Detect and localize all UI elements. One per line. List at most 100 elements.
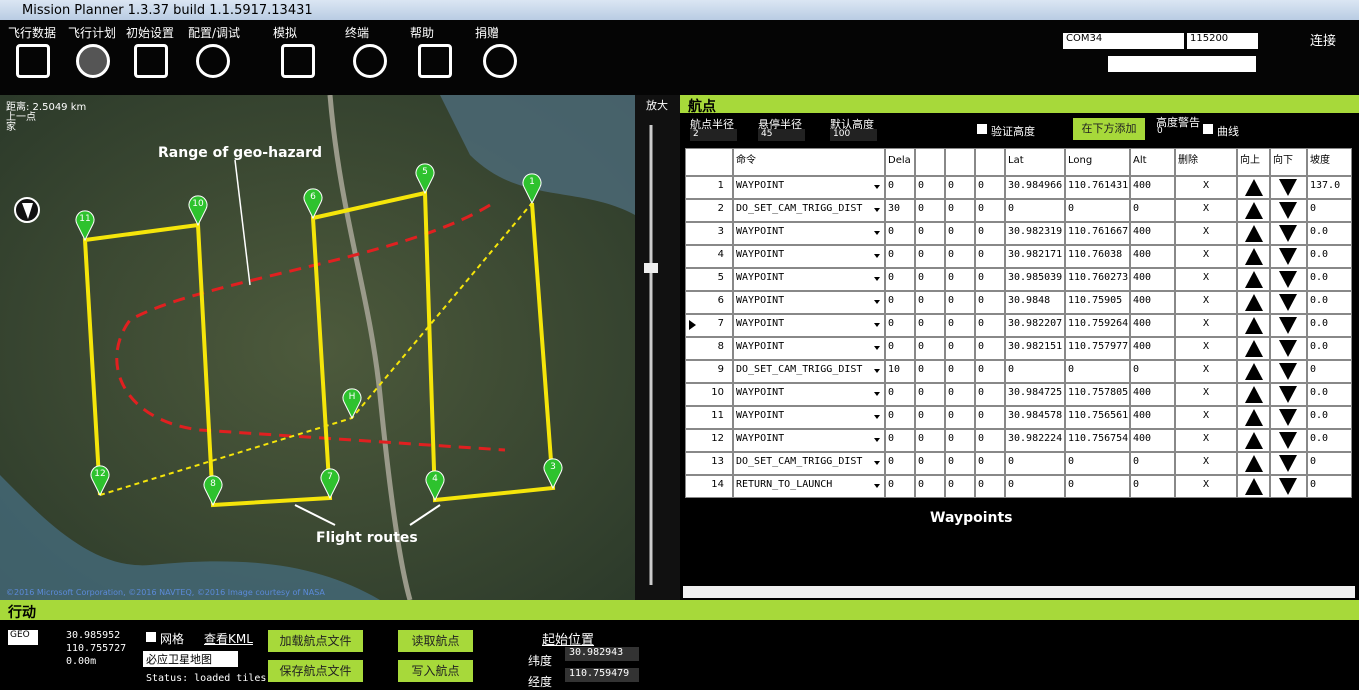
kml-link[interactable]: 查看KML xyxy=(204,630,253,647)
table-cell: 0 xyxy=(915,199,945,222)
add-below-button[interactable]: 在下方添加 xyxy=(1073,118,1145,140)
command-select[interactable]: RETURN_TO_LAUNCH xyxy=(733,475,885,498)
table-cell[interactable]: X xyxy=(1175,268,1237,291)
row-pointer xyxy=(689,320,696,330)
table-cell[interactable]: X xyxy=(1175,475,1237,498)
command-select[interactable]: DO_SET_CAM_TRIGG_DIST xyxy=(733,452,885,475)
column-header: 坡度 xyxy=(1307,148,1352,176)
menu-icon[interactable] xyxy=(76,44,110,78)
command-select[interactable]: WAYPOINT xyxy=(733,429,885,452)
table-cell[interactable]: X xyxy=(1175,314,1237,337)
table-cell: 0 xyxy=(945,337,975,360)
table-cell: 10 xyxy=(685,383,733,406)
command-select[interactable]: WAYPOINT xyxy=(733,337,885,360)
table-cell: 400 xyxy=(1130,429,1175,452)
table-cell: 110.761667 xyxy=(1065,222,1130,245)
move-up-icon xyxy=(1245,455,1263,472)
action-button[interactable]: 读取航点 xyxy=(398,630,473,652)
table-cell: 110.75905 xyxy=(1065,291,1130,314)
field-value[interactable]: 2 xyxy=(690,129,737,141)
panel-header-bar xyxy=(680,95,1359,113)
table-cell: 0 xyxy=(885,475,915,498)
waypoint-label: H xyxy=(349,392,356,402)
menu-label: 模拟 xyxy=(273,24,297,41)
field-value[interactable]: 100 xyxy=(830,129,877,141)
annotation: Range of geo-hazard xyxy=(158,145,322,161)
table-cell: 0 xyxy=(945,268,975,291)
field-value[interactable]: 45 xyxy=(758,129,805,141)
table-cell[interactable]: X xyxy=(1175,222,1237,245)
table-cell: 0 xyxy=(915,291,945,314)
table-cell: 0 xyxy=(885,268,915,291)
table-cell: 0 xyxy=(915,475,945,498)
command-select[interactable]: WAYPOINT xyxy=(733,222,885,245)
action-button[interactable]: 写入航点 xyxy=(398,660,473,682)
table-cell[interactable]: X xyxy=(1175,360,1237,383)
command-select[interactable]: DO_SET_CAM_TRIGG_DIST xyxy=(733,199,885,222)
table-cell[interactable]: X xyxy=(1175,199,1237,222)
table-cell: 0 xyxy=(915,429,945,452)
column-header xyxy=(685,148,733,176)
waypoint-label: 3 xyxy=(550,462,556,472)
table-cell: 10 xyxy=(885,360,915,383)
checkbox[interactable] xyxy=(1203,124,1213,134)
table-cell[interactable]: X xyxy=(1175,176,1237,199)
table-cell[interactable]: X xyxy=(1175,245,1237,268)
menu-icon[interactable] xyxy=(353,44,387,78)
table-cell[interactable]: X xyxy=(1175,383,1237,406)
menu-icon[interactable] xyxy=(281,44,315,78)
connect-label[interactable]: 连接 xyxy=(1310,30,1336,49)
move-up-icon xyxy=(1245,225,1263,242)
table-cell: 400 xyxy=(1130,245,1175,268)
table-cell[interactable]: X xyxy=(1175,429,1237,452)
table-cell: 110.757805 xyxy=(1065,383,1130,406)
command-select[interactable]: WAYPOINT xyxy=(733,245,885,268)
table-cell[interactable]: X xyxy=(1175,452,1237,475)
command-select[interactable]: WAYPOINT xyxy=(733,383,885,406)
action-button[interactable]: 加载航点文件 xyxy=(268,630,363,652)
action-button[interactable]: 保存航点文件 xyxy=(268,660,363,682)
move-down-icon xyxy=(1279,271,1297,288)
table-cell: 0 xyxy=(915,222,945,245)
command-select[interactable]: DO_SET_CAM_TRIGG_DIST xyxy=(733,360,885,383)
column-header: Lat xyxy=(1005,148,1065,176)
table-cell[interactable]: X xyxy=(1175,291,1237,314)
port-select[interactable]: COM34 xyxy=(1063,33,1184,49)
baud-select[interactable]: 115200 xyxy=(1187,33,1258,49)
dropdown-arrow xyxy=(874,231,880,235)
table-cell[interactable]: X xyxy=(1175,406,1237,429)
menu-icon[interactable] xyxy=(196,44,230,78)
command-select[interactable]: WAYPOINT xyxy=(733,291,885,314)
table-cell[interactable]: X xyxy=(1175,337,1237,360)
table-cell: 8 xyxy=(685,337,733,360)
table-cell: 400 xyxy=(1130,176,1175,199)
command-select[interactable]: WAYPOINT xyxy=(733,406,885,429)
command-select[interactable]: WAYPOINT xyxy=(733,176,885,199)
checkbox[interactable] xyxy=(977,124,987,134)
menu-label: 初始设置 xyxy=(126,24,174,41)
cursor-lat: 30.985952 xyxy=(66,630,120,641)
table-cell: 0 xyxy=(915,406,945,429)
table-cell: 0 xyxy=(885,406,915,429)
table-cell: 0.0 xyxy=(1307,222,1352,245)
menu-icon[interactable] xyxy=(418,44,452,78)
menu-icon[interactable] xyxy=(483,44,517,78)
scrollbar[interactable] xyxy=(683,586,1355,598)
command-select[interactable]: WAYPOINT xyxy=(733,314,885,337)
dropdown-arrow xyxy=(874,484,880,488)
map-type-select[interactable]: 必应卫星地图 xyxy=(143,651,238,667)
move-up-icon xyxy=(1245,363,1263,380)
mode-select[interactable] xyxy=(1108,56,1256,72)
table-cell: 0 xyxy=(1307,475,1352,498)
table-cell: 4 xyxy=(685,245,733,268)
table-cell: 0 xyxy=(885,222,915,245)
menu-icon[interactable] xyxy=(134,44,168,78)
command-select[interactable]: WAYPOINT xyxy=(733,268,885,291)
checkbox[interactable] xyxy=(146,632,156,642)
frame-select[interactable]: GEO xyxy=(8,630,38,645)
table-cell: 30.982224 xyxy=(1005,429,1065,452)
menu-icon[interactable] xyxy=(16,44,50,78)
move-up-icon xyxy=(1245,271,1263,288)
table-cell: 11 xyxy=(685,406,733,429)
home-title: 起始位置 xyxy=(542,629,594,648)
